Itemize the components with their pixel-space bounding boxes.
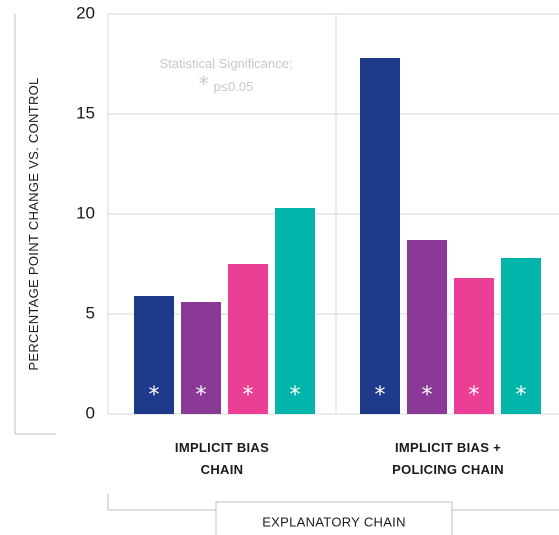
significance-star-icon: *	[196, 383, 207, 408]
significance-star-icon: *	[375, 383, 386, 408]
bar	[360, 58, 400, 414]
bars	[134, 58, 541, 414]
significance-star-icon: *	[469, 383, 480, 408]
x-axis-title-bracket-left	[107, 494, 216, 511]
significance-star-icon: *	[290, 383, 301, 408]
significance-star-icon: *	[422, 383, 433, 408]
significance-star-icon: *	[516, 383, 527, 408]
legend-entry-label: p≤0.05	[214, 79, 254, 94]
x-category-label: POLICING CHAIN	[392, 462, 504, 477]
legend-star-icon: *	[199, 72, 209, 96]
bar	[275, 208, 315, 414]
x-axis-title: EXPLANATORY CHAIN	[262, 514, 406, 529]
x-category-label: IMPLICIT BIAS	[175, 440, 269, 455]
x-axis-category-labels: IMPLICIT BIAS CHAIN IMPLICIT BIAS + POLICIN…	[175, 440, 504, 477]
legend-entry: * p≤0.05	[199, 72, 254, 96]
x-axis-title-box	[215, 501, 453, 535]
y-axis-title: PERCENTAGE POINT CHANGE VS. CONTROL	[26, 77, 41, 370]
y-tick-label: 15	[76, 103, 95, 122]
bar	[407, 240, 447, 414]
y-axis-title-bracket	[14, 14, 56, 435]
significance-star-icon: *	[149, 383, 160, 408]
significance-markers: * * * * * * * *	[149, 383, 527, 408]
y-tick-label: 0	[86, 403, 95, 422]
bar	[454, 278, 494, 414]
x-category-label: IMPLICIT BIAS +	[395, 440, 501, 455]
bar	[228, 264, 268, 414]
legend-title: Statistical Significance:	[160, 56, 293, 71]
y-tick-label: 20	[76, 3, 95, 22]
x-category-label: CHAIN	[201, 462, 244, 477]
y-tick-label: 5	[86, 303, 95, 322]
significance-star-icon: *	[243, 383, 254, 408]
bar	[181, 302, 221, 414]
y-tick-label: 10	[76, 203, 95, 222]
bar	[134, 296, 174, 414]
bar	[501, 258, 541, 414]
y-axis-ticks: 0 5 10 15 20	[76, 3, 95, 422]
